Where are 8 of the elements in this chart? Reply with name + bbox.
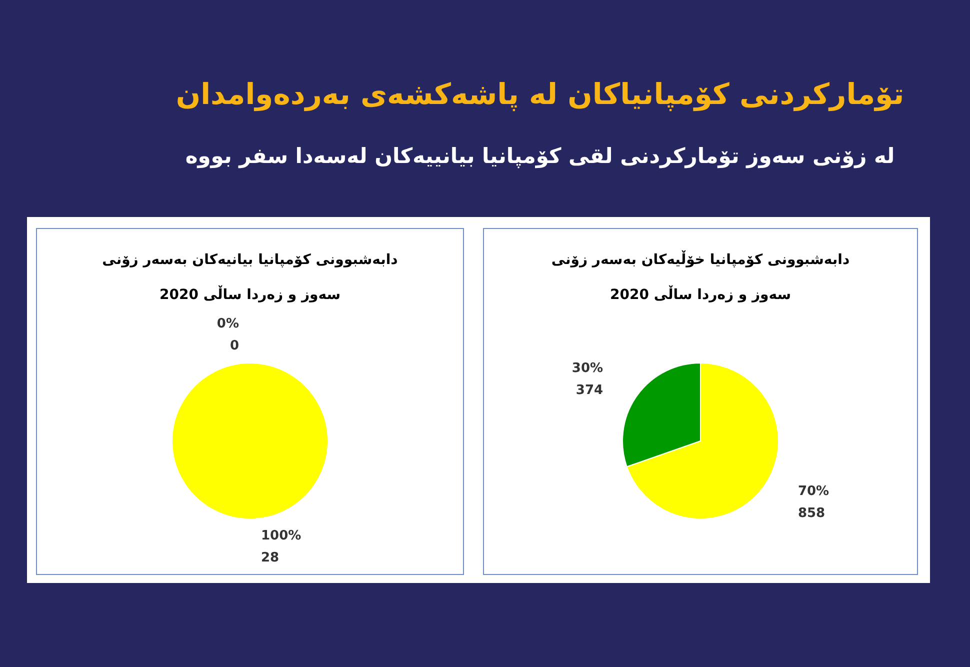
text: 0% 0 [216,316,239,354]
text: لە زۆنی سەوز تۆمارکردنی لقی کۆمپانیا بیانییەکان لەسەدا سفر بووە [184,143,896,170]
text: تۆمارکردنی کۆمپانیاکان لە پاشەکشەی بەردەوامدان [174,76,906,114]
chart-title: دابەشبوونی کۆمپانیا بیانیەکان بەسەر زۆنی سەوز و زەردا ساڵی 2020 [102,252,398,303]
data-label: 70% 858 [798,484,830,521]
data-label: 100% 28 [261,528,302,566]
chart-title: دابەشبوونی کۆمپانیا خۆڵیەکان بەسەر زۆنی سەوز و زەردا ساڵی 2020 [551,252,850,303]
data-label: 30% 374 [572,361,604,398]
